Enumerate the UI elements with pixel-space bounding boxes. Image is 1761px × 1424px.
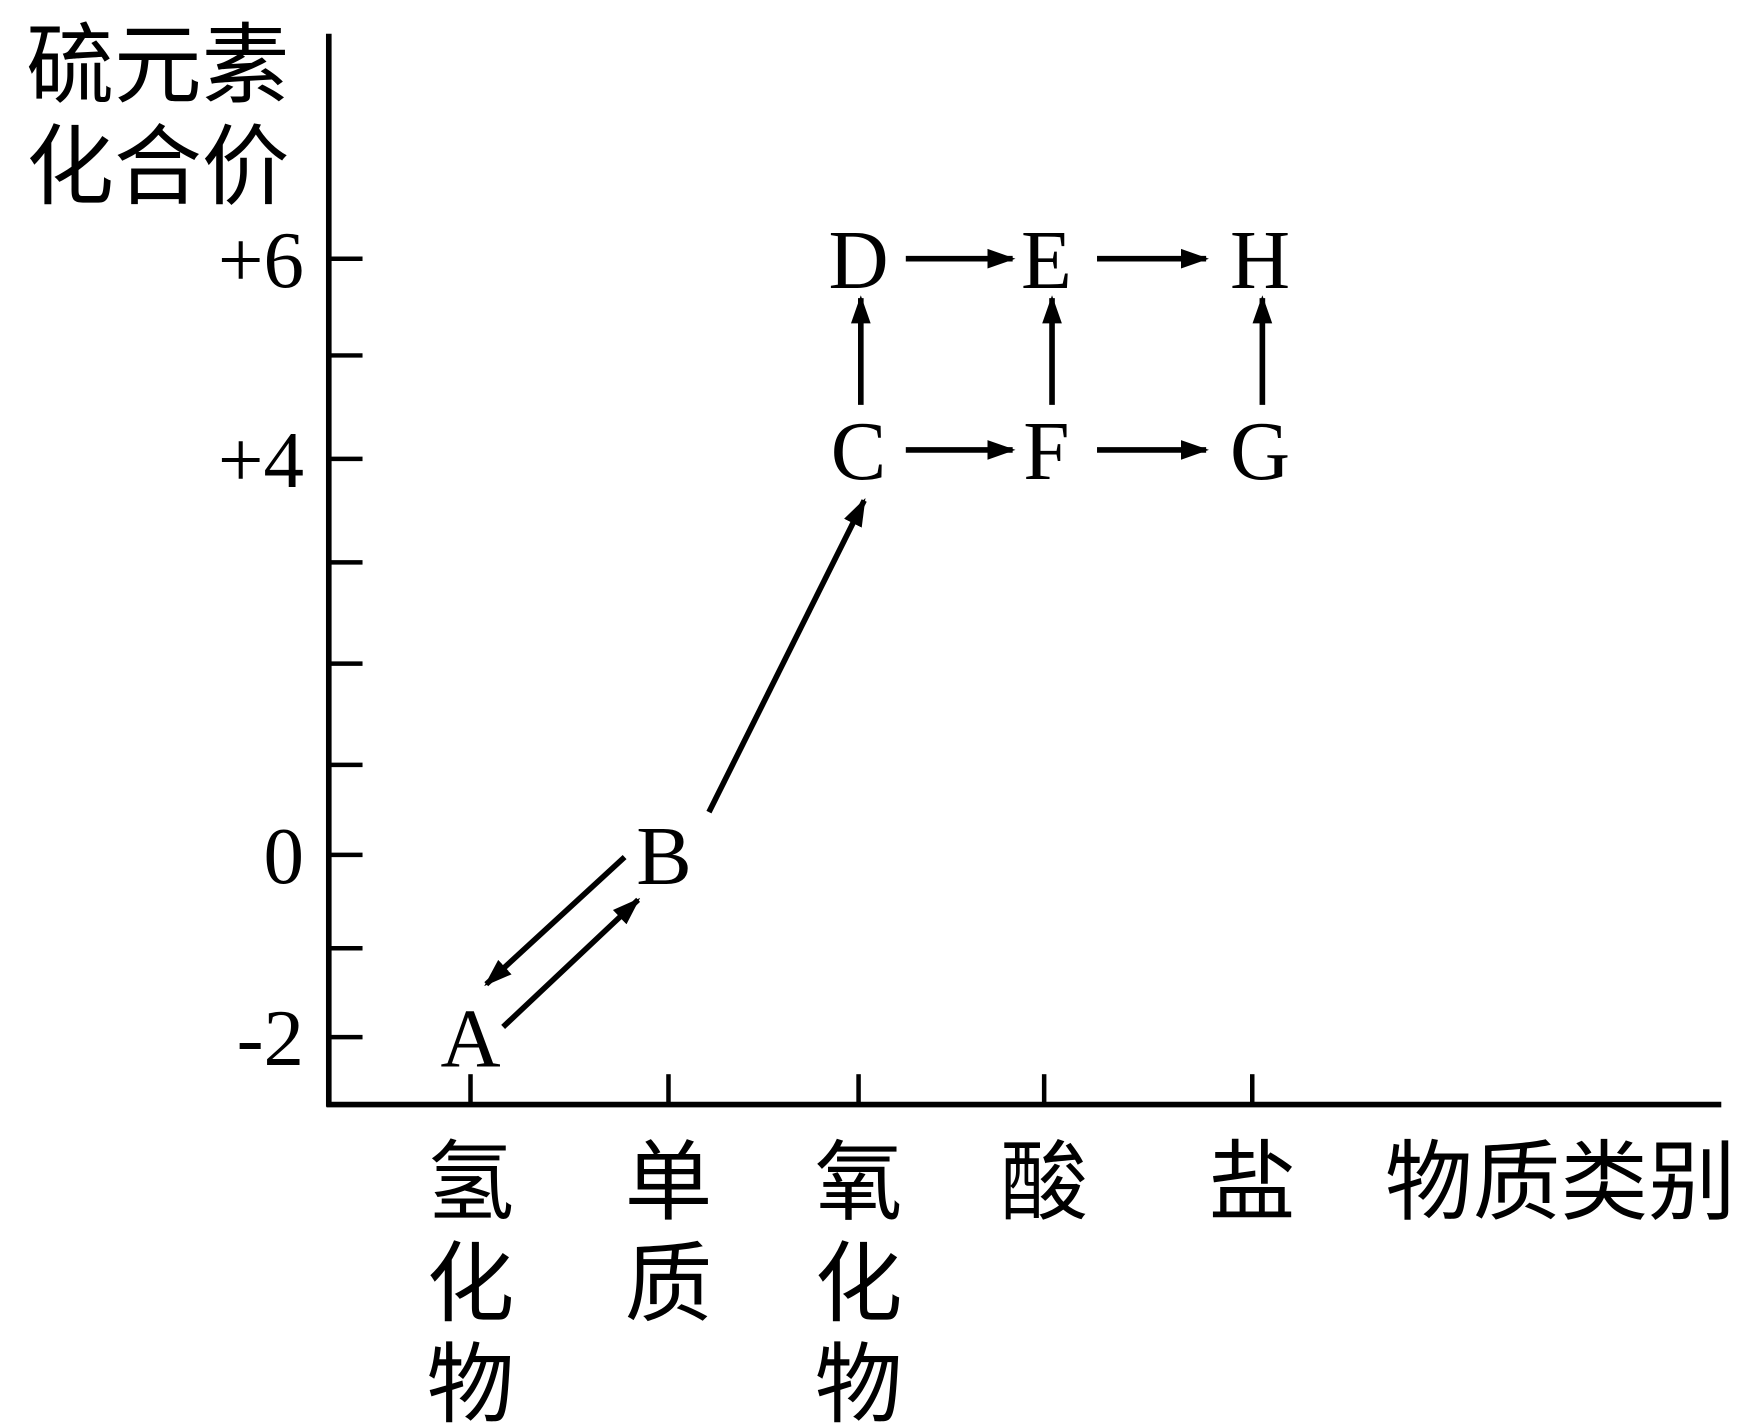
y-tick-label: -2	[237, 993, 304, 1083]
x-category-label-oxide: 化	[815, 1236, 903, 1333]
node-D: D	[829, 215, 889, 307]
x-category-label-salt: 盐	[1208, 1135, 1296, 1232]
node-F: F	[1023, 406, 1069, 498]
node-H: H	[1230, 215, 1290, 307]
y-tick-label: 0	[264, 811, 304, 901]
x-category-label-oxide: 物	[815, 1337, 903, 1424]
y-tick-label: +6	[218, 215, 304, 305]
node-A: A	[440, 993, 500, 1085]
arrow-A-to-B	[501, 897, 641, 1029]
node-G: G	[1230, 406, 1290, 498]
arrow-B-to-C	[706, 498, 867, 814]
y-axis-title-line-1: 硫元素	[26, 18, 289, 115]
node-C: C	[831, 406, 887, 498]
x-category-label-element: 质	[625, 1236, 713, 1333]
x-category-label-oxide: 氧	[815, 1135, 903, 1232]
x-category-label-element: 单	[625, 1135, 713, 1232]
x-category-label-hydride: 物	[427, 1337, 515, 1424]
arrow-B-to-A	[484, 855, 627, 987]
x-category-label-acid: 酸	[1000, 1135, 1088, 1232]
node-B: B	[636, 811, 692, 903]
node-E: E	[1021, 215, 1072, 307]
x-category-label-hydride: 氢	[427, 1135, 515, 1232]
x-category-label-hydride: 化	[427, 1236, 515, 1333]
y-tick-label: +4	[218, 415, 304, 505]
x-axis-title: 物质类别	[1385, 1135, 1736, 1232]
y-axis-title-line-2: 化合价	[26, 119, 289, 216]
